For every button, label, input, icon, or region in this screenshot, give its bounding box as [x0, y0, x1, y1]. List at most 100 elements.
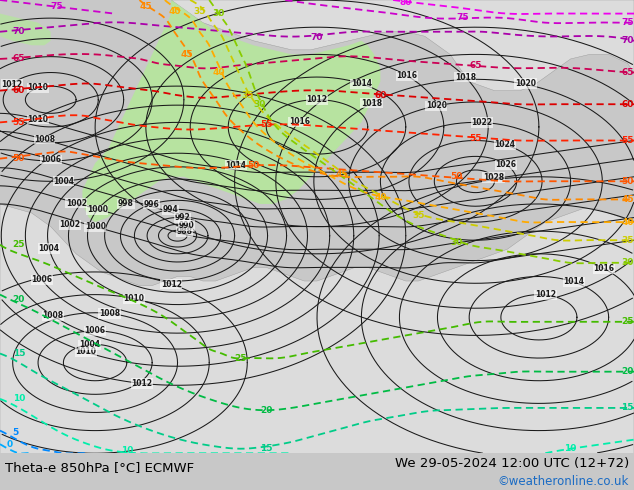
Text: 1026: 1026	[496, 160, 517, 169]
Text: ©weatheronline.co.uk: ©weatheronline.co.uk	[498, 475, 629, 489]
Text: 1014: 1014	[563, 277, 585, 287]
Text: 1020: 1020	[515, 79, 536, 88]
Text: 994: 994	[163, 205, 179, 214]
Text: 45: 45	[621, 195, 634, 204]
Text: 75: 75	[51, 2, 63, 11]
Text: 1004: 1004	[79, 340, 100, 349]
Text: 30: 30	[212, 9, 225, 18]
Text: 1008: 1008	[99, 309, 120, 318]
Text: 15: 15	[621, 403, 634, 413]
Text: 75: 75	[621, 18, 634, 27]
Text: 30: 30	[621, 258, 634, 268]
Text: 55: 55	[469, 134, 482, 143]
Text: 1016: 1016	[288, 117, 309, 126]
Text: 20: 20	[621, 367, 634, 376]
Text: 5: 5	[13, 428, 19, 438]
Text: 60: 60	[13, 86, 25, 95]
Text: 1012: 1012	[1, 79, 22, 89]
Text: 50: 50	[247, 161, 260, 170]
Text: 1004: 1004	[53, 177, 74, 186]
Text: 1018: 1018	[361, 98, 382, 108]
Text: 20: 20	[13, 294, 25, 304]
Text: 1016: 1016	[593, 264, 614, 273]
Text: 10: 10	[13, 394, 25, 403]
Text: 20: 20	[260, 406, 273, 415]
Text: 10: 10	[564, 444, 577, 453]
Text: 0: 0	[6, 440, 13, 449]
Text: 1012: 1012	[535, 291, 556, 299]
Text: 35: 35	[621, 236, 634, 245]
Polygon shape	[0, 14, 51, 46]
Text: 1000: 1000	[85, 222, 106, 231]
Text: 60: 60	[621, 100, 634, 109]
Text: 80: 80	[399, 0, 412, 7]
Text: 45: 45	[336, 170, 349, 179]
Text: 40: 40	[212, 68, 225, 77]
Polygon shape	[171, 0, 634, 91]
Text: 1002: 1002	[60, 220, 81, 229]
Text: 70: 70	[621, 36, 634, 45]
Text: 1006: 1006	[32, 275, 53, 284]
Text: 1000: 1000	[87, 205, 108, 215]
Text: 50: 50	[450, 172, 463, 181]
Text: 25: 25	[621, 318, 634, 326]
Text: 1010: 1010	[75, 347, 96, 357]
Text: 1010: 1010	[124, 294, 145, 303]
Text: 55: 55	[13, 118, 25, 127]
Text: 25: 25	[235, 354, 247, 363]
Text: 15: 15	[260, 444, 273, 453]
Text: 1010: 1010	[27, 83, 49, 93]
Text: 75: 75	[456, 13, 469, 22]
Text: 1018: 1018	[455, 73, 476, 81]
Text: 40: 40	[168, 7, 181, 16]
Text: 25: 25	[13, 240, 25, 249]
Text: 1012: 1012	[131, 379, 152, 388]
Text: 35: 35	[412, 211, 425, 220]
Text: 65: 65	[621, 68, 634, 77]
Text: 1004: 1004	[39, 244, 60, 253]
Text: 10: 10	[120, 446, 133, 456]
Text: 55: 55	[621, 136, 634, 145]
Text: 45: 45	[181, 50, 193, 59]
Text: 15: 15	[13, 349, 25, 358]
Text: 1006: 1006	[41, 155, 61, 164]
Text: 50: 50	[13, 154, 25, 163]
Text: 1010: 1010	[28, 115, 49, 124]
Text: 1022: 1022	[472, 118, 493, 127]
Polygon shape	[82, 0, 380, 222]
Text: 70: 70	[13, 27, 25, 36]
Polygon shape	[0, 204, 634, 453]
Text: 40: 40	[374, 193, 387, 202]
Text: 40: 40	[621, 218, 634, 226]
Text: 998: 998	[118, 199, 134, 208]
Text: 1020: 1020	[426, 101, 447, 110]
Text: 990: 990	[178, 221, 194, 230]
Text: 992: 992	[174, 213, 190, 222]
Text: 60: 60	[374, 91, 387, 99]
Text: 35: 35	[193, 7, 206, 16]
Text: 1016: 1016	[396, 71, 417, 80]
Text: 1024: 1024	[494, 140, 515, 149]
Text: Theta-e 850hPa [°C] ECMWF: Theta-e 850hPa [°C] ECMWF	[5, 461, 194, 474]
Text: 1014: 1014	[351, 79, 372, 88]
Text: 1012: 1012	[306, 95, 328, 104]
Text: 1014: 1014	[226, 161, 247, 170]
Text: 65: 65	[469, 61, 482, 70]
Text: 55: 55	[260, 120, 273, 129]
Text: 1008: 1008	[34, 135, 55, 144]
Text: 30: 30	[450, 238, 463, 247]
Text: We 29-05-2024 12:00 UTC (12+72): We 29-05-2024 12:00 UTC (12+72)	[395, 457, 629, 470]
Text: 35: 35	[241, 91, 254, 99]
Text: 50: 50	[621, 177, 634, 186]
Text: 30: 30	[254, 100, 266, 109]
Text: 1002: 1002	[66, 198, 87, 208]
Text: 1006: 1006	[84, 326, 106, 335]
Text: 1028: 1028	[483, 173, 504, 182]
Text: 996: 996	[144, 200, 160, 209]
Text: 65: 65	[13, 54, 25, 63]
Text: 988: 988	[176, 227, 192, 236]
Text: 1008: 1008	[42, 311, 63, 320]
Text: 45: 45	[139, 2, 152, 11]
Text: 1012: 1012	[160, 280, 182, 289]
Text: 70: 70	[311, 33, 323, 42]
